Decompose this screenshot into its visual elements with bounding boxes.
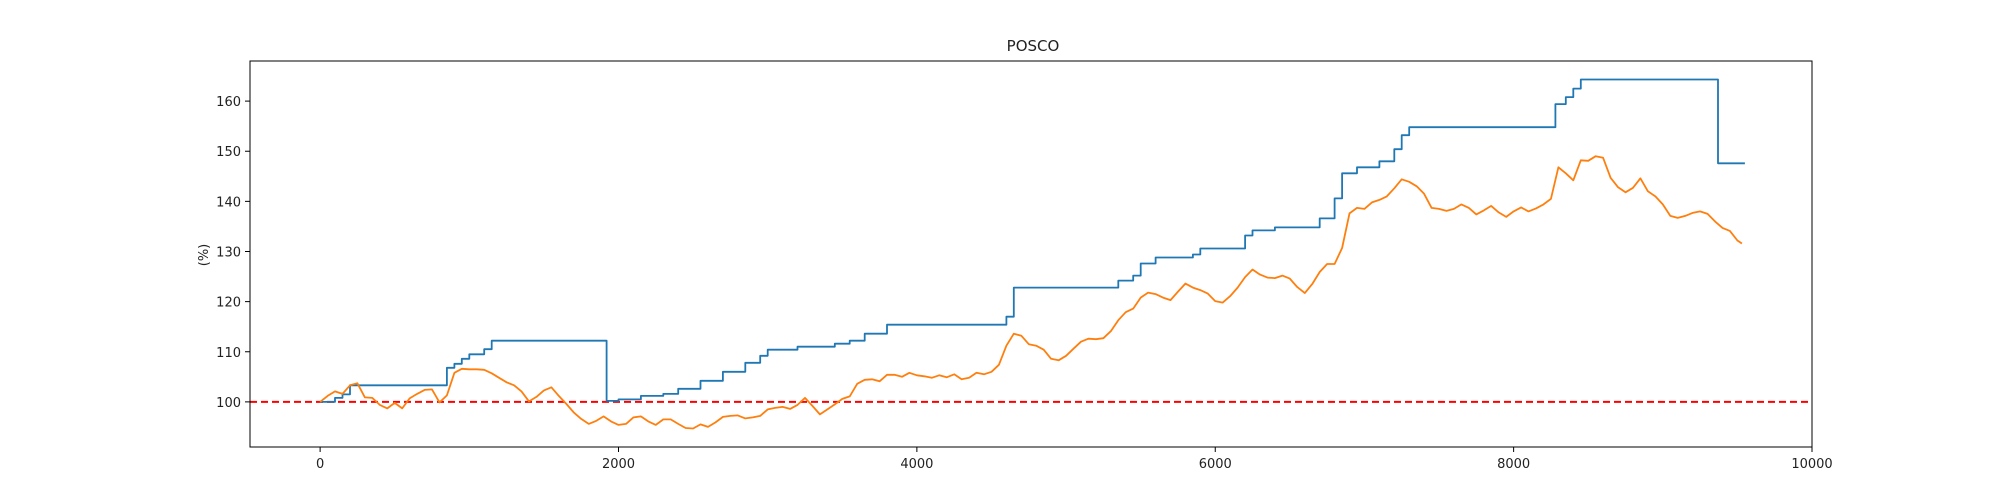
plot-area [250,78,1812,430]
chart-title: POSCO [1007,37,1060,55]
x-tick-label: 4000 [900,457,933,472]
y-tick-label: 120 [216,296,241,311]
series-line-2 [319,155,1743,430]
axes: 0 2000 4000 6000 8000 10000 100 110 120 130 140 150… [216,60,1833,472]
x-tick-label: 2000 [602,457,635,472]
x-tick-label: 10000 [1791,457,1832,472]
y-tick-label: 130 [216,245,241,260]
x-tick-label: 8000 [1497,457,1530,472]
series-group [250,78,1812,430]
y-tick-label: 150 [216,145,241,160]
plot-frame [249,60,1813,448]
x-tick-label: 6000 [1199,457,1232,472]
x-tick-label: 0 [316,457,324,472]
y-axis-label: (%) [197,244,212,267]
y-tick-label: 110 [216,346,241,361]
series-line-1 [320,78,1745,403]
y-tick-label: 140 [216,195,241,210]
y-tick-label: 160 [216,95,241,110]
y-tick-label: 100 [216,396,241,411]
